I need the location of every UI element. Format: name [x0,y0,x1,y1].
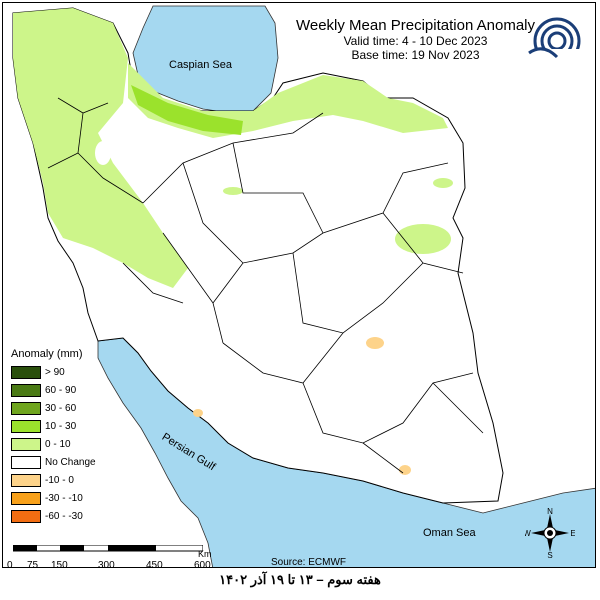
legend-label: 0 - 10 [45,438,71,450]
legend-swatch [11,455,41,469]
source-label: Source: ECMWF [271,557,347,568]
anomaly-patch-3 [223,187,243,195]
legend-label: -10 - 0 [45,474,74,486]
legend-swatch [11,419,41,433]
scale-bar [13,545,203,552]
legend-item: -10 - 0 [11,471,131,489]
legend-label: 30 - 60 [45,402,77,414]
caspian-sea-label: Caspian Sea [169,59,232,71]
legend-label: 10 - 30 [45,420,77,432]
legend-item: 0 - 10 [11,435,131,453]
negative-patch-3 [193,409,203,417]
scale-tick-label: 450 [146,560,163,568]
scale-tick-label: 150 [51,560,68,568]
legend-swatch [11,437,41,451]
legend-label: > 90 [45,366,65,378]
legend-item: 30 - 60 [11,399,131,417]
legend-item: -60 - -30 [11,507,131,525]
legend-title: Anomaly (mm) [11,348,83,360]
legend-swatch [11,365,41,379]
province-borders [47,97,484,474]
persian-caption: هفته سوم – ۱۳ تا ۱۹ آذر ۱۴۰۲ [219,572,381,587]
anomaly-patch-4 [95,141,111,165]
legend-swatch [11,401,41,415]
negative-patch-2 [399,465,411,475]
scale-tick-label: 75 [27,560,39,568]
anomaly-band [131,85,243,135]
scale-tick-label: 300 [98,560,115,568]
legend-swatch [11,491,41,505]
legend-item: > 90 [11,363,131,381]
iran-map [12,5,595,567]
valid-time: Valid time: 4 - 10 Dec 2023 [343,34,488,48]
map-title: Weekly Mean Precipitation Anomaly [295,17,535,34]
legend-swatch [11,383,41,397]
legend-swatch [11,509,41,523]
legend-label: No Change [45,456,96,468]
title-block: Weekly Mean Precipitation Anomaly Valid … [296,17,535,62]
anomaly-patch-2 [433,178,453,188]
compass-e: E [570,529,575,538]
negative-patch-1 [366,337,384,349]
legend-item: 60 - 90 [11,381,131,399]
legend-label: -60 - -30 [45,510,83,522]
legend-item: -30 - -10 [11,489,131,507]
legend-label: 60 - 90 [45,384,77,396]
oman-sea-label: Oman Sea [423,527,476,539]
compass-rose-icon: N S E W [525,508,575,558]
base-time: Base time: 19 Nov 2023 [351,48,480,62]
anomaly-patch-1 [395,224,451,254]
organization-logo-icon [523,17,585,83]
scale-tick-label: 0 [7,560,13,568]
scale-tick-label: 600 [194,560,211,568]
scale-unit: Km [198,549,212,559]
compass-n: N [547,508,553,516]
legend-item: 10 - 30 [11,417,131,435]
legend-swatch [11,473,41,487]
compass-w: W [525,529,531,538]
legend-item: No Change [11,453,131,471]
legend-label: -30 - -10 [45,492,83,504]
map-frame: Weekly Mean Precipitation Anomaly Valid … [2,2,596,568]
compass-s: S [547,551,552,558]
legend: Anomaly (mm) > 90 60 - 90 30 - 60 10 - 30 0 … [11,348,131,525]
